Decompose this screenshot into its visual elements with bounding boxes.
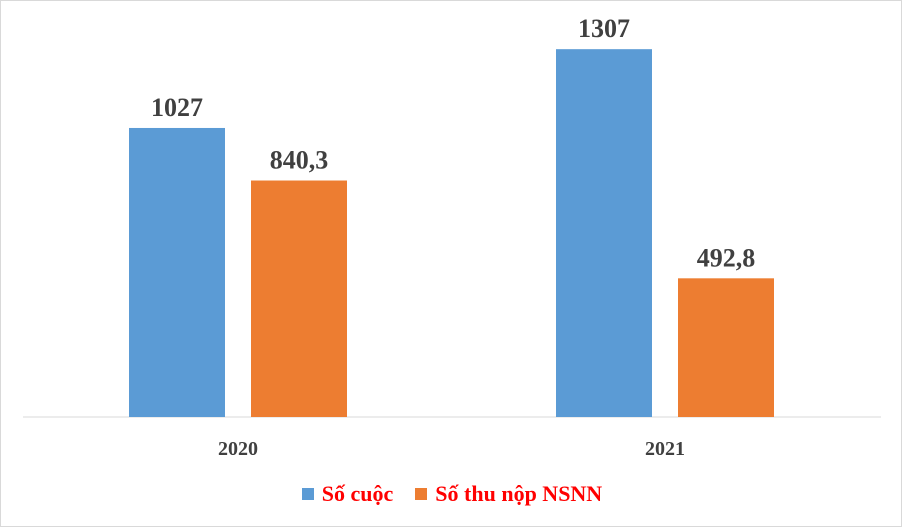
legend-swatch-so-cuoc xyxy=(301,488,314,500)
bar-2021-series-2 xyxy=(678,278,774,417)
legend: Số cuộc Số thu nộp NSNN xyxy=(1,481,902,507)
legend-label-so-thu-nop: Số thu nộp NSNN xyxy=(435,481,603,506)
x-tick-label-2020: 2020 xyxy=(218,438,258,460)
legend-swatch-so-thu-nop xyxy=(415,488,428,500)
legend-item-so-cuoc: Số cuộc xyxy=(301,481,394,507)
data-label-2020-series-1: 1027 xyxy=(151,93,203,122)
legend-item-so-thu-nop: Số thu nộp NSNN xyxy=(415,481,602,507)
x-tick-label-2021: 2021 xyxy=(645,438,685,460)
data-label-2021-series-2: 492,8 xyxy=(697,243,756,272)
bar-2021-series-1 xyxy=(556,49,652,418)
legend-label-so-cuoc: Số cuộc xyxy=(321,481,394,506)
bar-2020-series-2 xyxy=(251,180,347,417)
data-label-2020-series-2: 840,3 xyxy=(270,146,329,175)
data-label-2021-series-1: 1307 xyxy=(578,14,630,43)
bar-2020-series-1 xyxy=(129,127,225,418)
